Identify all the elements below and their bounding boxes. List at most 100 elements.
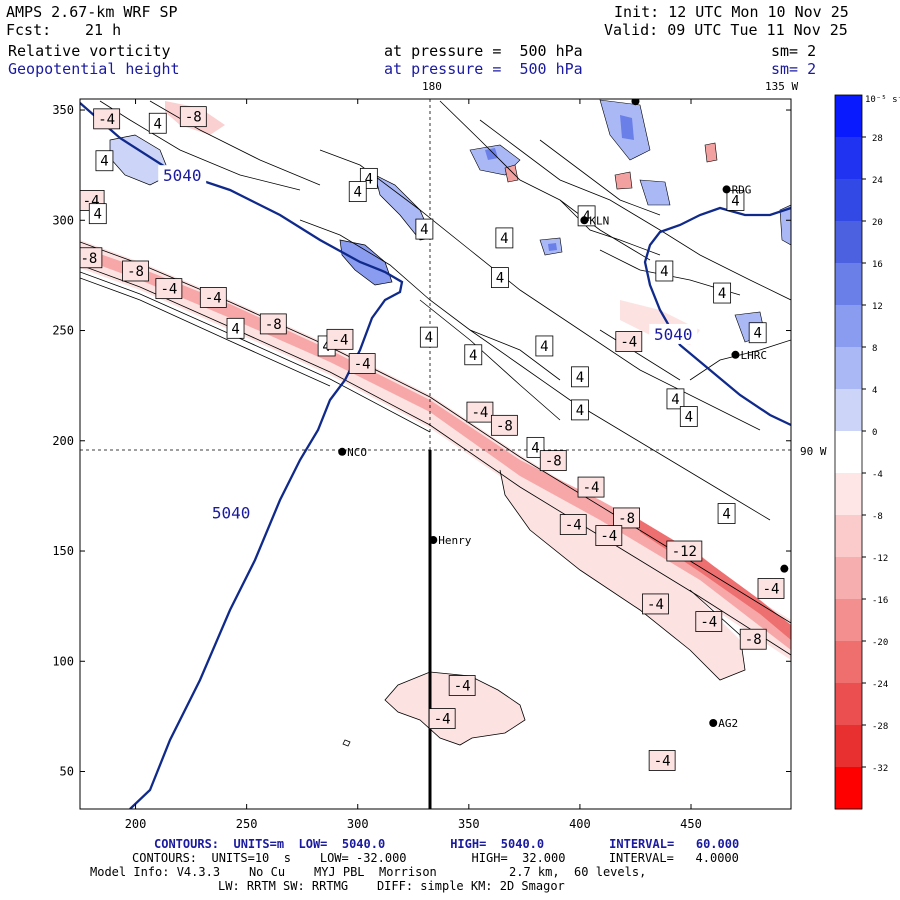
y-tick-label: 300	[52, 213, 74, 227]
colorbar-tick-label: 12	[872, 302, 883, 312]
station-marker	[780, 564, 789, 573]
vorticity-label: -8	[127, 264, 144, 280]
neg-vorticity-cells-northeast	[504, 142, 718, 190]
colorbar-swatch	[835, 767, 862, 810]
colorbar-tick-label: 0	[872, 428, 877, 438]
field2-smoothing: sm= 2	[771, 60, 817, 78]
vorticity-label: 4	[576, 403, 584, 419]
station-markers: NCO Henry KLN RDG LHRC AG2	[338, 99, 789, 730]
colorbar-tick-label: -24	[872, 680, 888, 690]
vorticity-label: -4	[620, 335, 637, 351]
vorticity-label: 4	[753, 326, 761, 342]
vorticity-label-box	[713, 282, 732, 304]
vorticity-label: -4	[600, 529, 617, 545]
vorticity-label-box	[648, 750, 676, 771]
vorticity-label: -4	[647, 597, 664, 613]
pos-vorticity-blob-center	[339, 239, 393, 286]
colorbar-tick-label: 20	[872, 218, 883, 228]
vorticity-label: 4	[94, 207, 102, 223]
forecast-label: Fcst:	[6, 21, 52, 39]
y-tick-label: 200	[52, 434, 74, 448]
vorticity-label: 4	[722, 507, 730, 523]
vorticity-label: -8	[745, 632, 762, 648]
geopotential-label-bg	[649, 323, 698, 344]
vorticity-label-box	[448, 675, 476, 696]
vorticity-label: 4	[354, 185, 362, 201]
vorticity-label: -4	[205, 290, 222, 306]
footer-geopotential-contours: CONTOURS: UNITS=m LOW= 5040.0 HIGH= 5040…	[154, 837, 740, 851]
vorticity-label: 4	[531, 440, 539, 456]
vorticity-label-box	[226, 317, 245, 339]
vorticity-label: -8	[618, 511, 635, 527]
vorticity-label: 4	[231, 321, 239, 337]
vorticity-label-box	[559, 514, 587, 535]
init-time: Init: 12 UTC Mon 10 Nov 25	[614, 3, 849, 21]
vorticity-label: -4	[583, 480, 600, 496]
vorticity-label-box	[464, 344, 483, 366]
colorbar-swatch	[835, 221, 862, 264]
station-marker	[429, 535, 438, 544]
vorticity-label-box	[466, 401, 494, 423]
footer-vorticity-contours: CONTOURS: UNITS=10 s LOW= -32.000 HIGH= …	[132, 851, 739, 865]
station-marker	[731, 350, 740, 359]
vorticity-label-box	[539, 450, 567, 472]
geopotential-line-west	[80, 102, 404, 809]
vorticity-label-box	[695, 611, 723, 632]
x-tick-label: 300	[347, 817, 369, 831]
vorticity-label-box	[490, 414, 518, 436]
colorbar-swatch	[835, 95, 862, 138]
valid-time: Valid: 09 UTC Tue 11 Nov 25	[604, 21, 848, 39]
colorbar-swatch	[835, 599, 862, 642]
vorticity-label-box	[571, 399, 589, 421]
vorticity-label-box	[615, 331, 643, 352]
colorbar-swatch	[835, 473, 862, 516]
vorticity-label: -4	[654, 753, 671, 769]
colorbar-tick-label: -28	[872, 722, 888, 732]
vorticity-label-box	[199, 287, 227, 308]
vorticity-label-box	[88, 203, 107, 225]
vorticity-label: -8	[80, 251, 97, 267]
vorticity-label-box	[526, 436, 545, 458]
colorbar-tick-label: -32	[872, 764, 888, 774]
colorbar-tick-label: -4	[872, 470, 883, 480]
y-tick-label: 50	[60, 765, 74, 779]
y-tick-label: 150	[52, 544, 74, 558]
vorticity-label: 4	[154, 116, 162, 132]
x-tick-label: 400	[569, 817, 591, 831]
vorticity-label: 4	[582, 209, 590, 225]
vorticity-label-box	[717, 503, 736, 524]
x-tick-label: 350	[458, 817, 480, 831]
x-tick-label: 200	[125, 817, 147, 831]
colorbar-swatch	[835, 179, 862, 222]
model-title: AMPS 2.67-km WRF SP	[6, 3, 178, 21]
vorticity-label-box	[495, 227, 514, 249]
vorticity-label-box	[748, 322, 767, 344]
geopotential-contours	[80, 102, 791, 809]
station-label: AG2	[718, 717, 738, 730]
colorbar-unit-label: 10⁻⁵ s⁻¹	[865, 95, 900, 105]
vorticity-label-box	[428, 708, 456, 729]
vorticity-label: -8	[265, 317, 282, 333]
vorticity-label: -4	[700, 615, 717, 631]
geopotential-label: 5040	[654, 325, 693, 344]
vorticity-label: -4	[763, 582, 780, 598]
vorticity-label-box	[491, 267, 509, 289]
vorticity-label-box	[666, 540, 703, 562]
vorticity-label: 4	[540, 339, 548, 355]
vorticity-label-box	[348, 353, 376, 374]
vorticity-label-box	[93, 108, 121, 130]
colorbar-swatch	[835, 305, 862, 348]
vorticity-label: -12	[672, 544, 697, 560]
colorbar-tick-label: 8	[872, 344, 877, 354]
station-marker	[709, 719, 718, 728]
field2-pressure: at pressure = 500 hPa	[384, 60, 583, 78]
vorticity-label-box	[613, 507, 640, 529]
vorticity-label-box	[415, 218, 434, 240]
geopotential-label-bg	[207, 502, 256, 523]
colorbar-swatch	[835, 515, 862, 558]
y-tick-label: 350	[52, 103, 74, 117]
station-label: LHRC	[740, 349, 767, 362]
colorbar-swatch	[835, 641, 862, 684]
forecast-hours: 21 h	[85, 21, 122, 39]
vorticity-label: -8	[545, 454, 562, 470]
